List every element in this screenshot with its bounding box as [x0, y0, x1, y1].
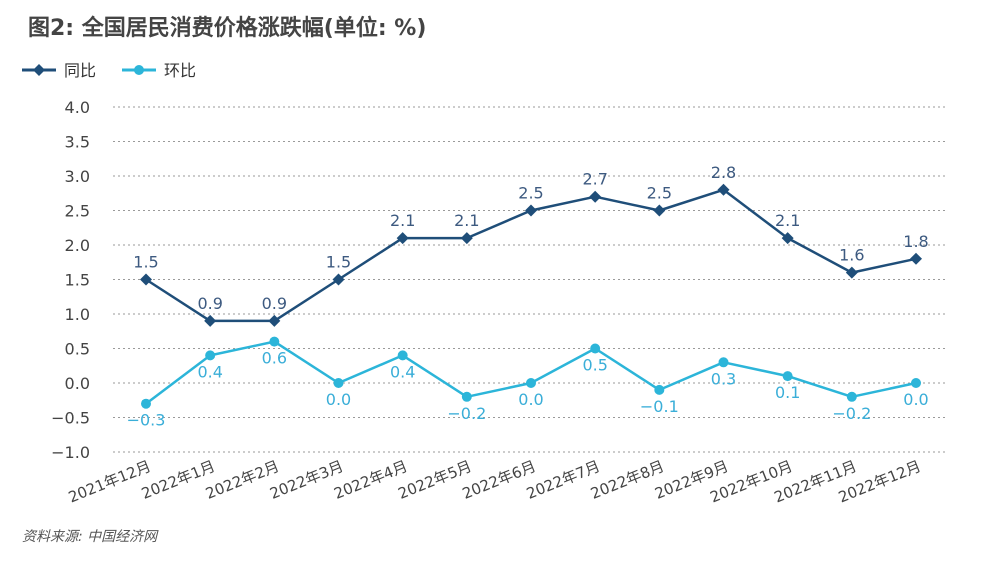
- data-point: [910, 252, 922, 265]
- data-point: [653, 204, 666, 217]
- data-point: [718, 357, 729, 368]
- data-label: 2.7: [582, 170, 607, 189]
- x-tick-label: 2022年6月: [460, 457, 539, 503]
- y-tick-label: 2.5: [65, 202, 90, 221]
- data-label: 2.1: [390, 211, 415, 230]
- legend-label: 环比: [164, 61, 196, 80]
- y-tick-label: 3.5: [65, 133, 90, 152]
- data-label: 2.1: [775, 211, 800, 230]
- x-tick-label: 2022年4月: [331, 457, 410, 503]
- x-axis-tick-labels: 2021年12月2022年1月2022年2月2022年3月2022年4月2022…: [66, 457, 924, 506]
- x-tick-label: 2022年1月: [139, 457, 218, 503]
- data-label: −0.2: [447, 404, 486, 423]
- y-tick-label: 0.5: [65, 340, 90, 359]
- data-point: [782, 371, 793, 382]
- data-label: 0.4: [197, 362, 222, 381]
- data-point: [397, 350, 408, 361]
- y-tick-label: −0.5: [51, 409, 90, 428]
- series-markers: [140, 183, 922, 409]
- y-tick-label: 1.5: [65, 271, 90, 290]
- data-label: −0.1: [640, 397, 679, 416]
- data-label: 0.0: [518, 390, 543, 409]
- x-tick-label: 2022年3月: [267, 457, 346, 503]
- x-tick-label: 2022年7月: [524, 457, 603, 503]
- data-point: [525, 204, 537, 217]
- data-point: [268, 314, 281, 327]
- data-point: [654, 384, 665, 395]
- data-label: 1.8: [903, 232, 928, 251]
- data-point: [333, 378, 344, 388]
- data-point: [205, 350, 216, 361]
- y-tick-label: 3.0: [65, 167, 90, 186]
- data-point: [460, 232, 473, 245]
- data-label: 1.5: [326, 253, 351, 272]
- data-label: 2.1: [454, 211, 479, 230]
- legend: 同比 环比: [22, 61, 196, 80]
- data-label: −0.3: [127, 411, 166, 430]
- data-point: [845, 266, 858, 279]
- x-tick-label: 2022年2月: [203, 457, 282, 503]
- data-point: [140, 273, 152, 286]
- data-label: 0.9: [262, 294, 287, 313]
- data-point: [269, 336, 280, 347]
- source-note: 资料来源: 中国经济网: [22, 529, 159, 545]
- data-point: [717, 183, 730, 196]
- data-label: −0.2: [832, 404, 871, 423]
- data-label: 0.0: [903, 390, 928, 409]
- data-point: [781, 232, 794, 245]
- data-label: 0.4: [390, 362, 415, 381]
- data-label: 1.6: [839, 246, 864, 265]
- data-point: [396, 232, 409, 245]
- data-label: 2.8: [711, 163, 736, 182]
- data-point: [590, 343, 601, 354]
- data-label: 0.5: [582, 356, 607, 375]
- data-point: [204, 314, 217, 327]
- y-axis-tick-labels: 4.0 3.5 3.0 2.5 2.0 1.5 1.0 0.5 0.0 −0.5 −1.0: [51, 98, 90, 462]
- data-point: [589, 190, 602, 203]
- data-point: [141, 398, 151, 409]
- chart-title: 图2: 全国居民消费价格涨跌幅(单位: %): [28, 15, 426, 41]
- data-label: 0.1: [775, 383, 800, 402]
- legend-marker: [33, 64, 45, 76]
- x-tick-label: 2021年12月: [66, 457, 154, 506]
- data-point: [846, 391, 857, 402]
- data-point: [461, 391, 472, 402]
- y-tick-label: −1.0: [51, 443, 90, 462]
- x-tick-label: 2022年8月: [588, 457, 667, 503]
- data-label: 2.5: [647, 184, 672, 203]
- data-label: 0.9: [197, 294, 222, 313]
- data-labels: 1.5 0.9 0.9 1.5 2.1 2.1 2.5 2.7 2.5 2.8 2.1 1.6 1.8 −…: [127, 163, 929, 430]
- data-point: [332, 273, 345, 286]
- data-label: 1.5: [133, 253, 158, 272]
- data-label: 0.0: [326, 390, 351, 409]
- data-label: 0.3: [711, 369, 736, 388]
- y-tick-label: 0.0: [65, 374, 90, 393]
- y-tick-label: 4.0: [65, 98, 90, 117]
- data-point: [911, 378, 921, 388]
- data-point: [526, 378, 536, 388]
- legend-label: 同比: [64, 61, 96, 80]
- y-tick-label: 2.0: [65, 236, 90, 255]
- data-label: 2.5: [518, 184, 543, 203]
- legend-marker: [134, 65, 144, 75]
- y-tick-label: 1.0: [65, 305, 90, 324]
- x-tick-label: 2022年5月: [396, 457, 475, 503]
- data-label: 0.6: [262, 349, 287, 368]
